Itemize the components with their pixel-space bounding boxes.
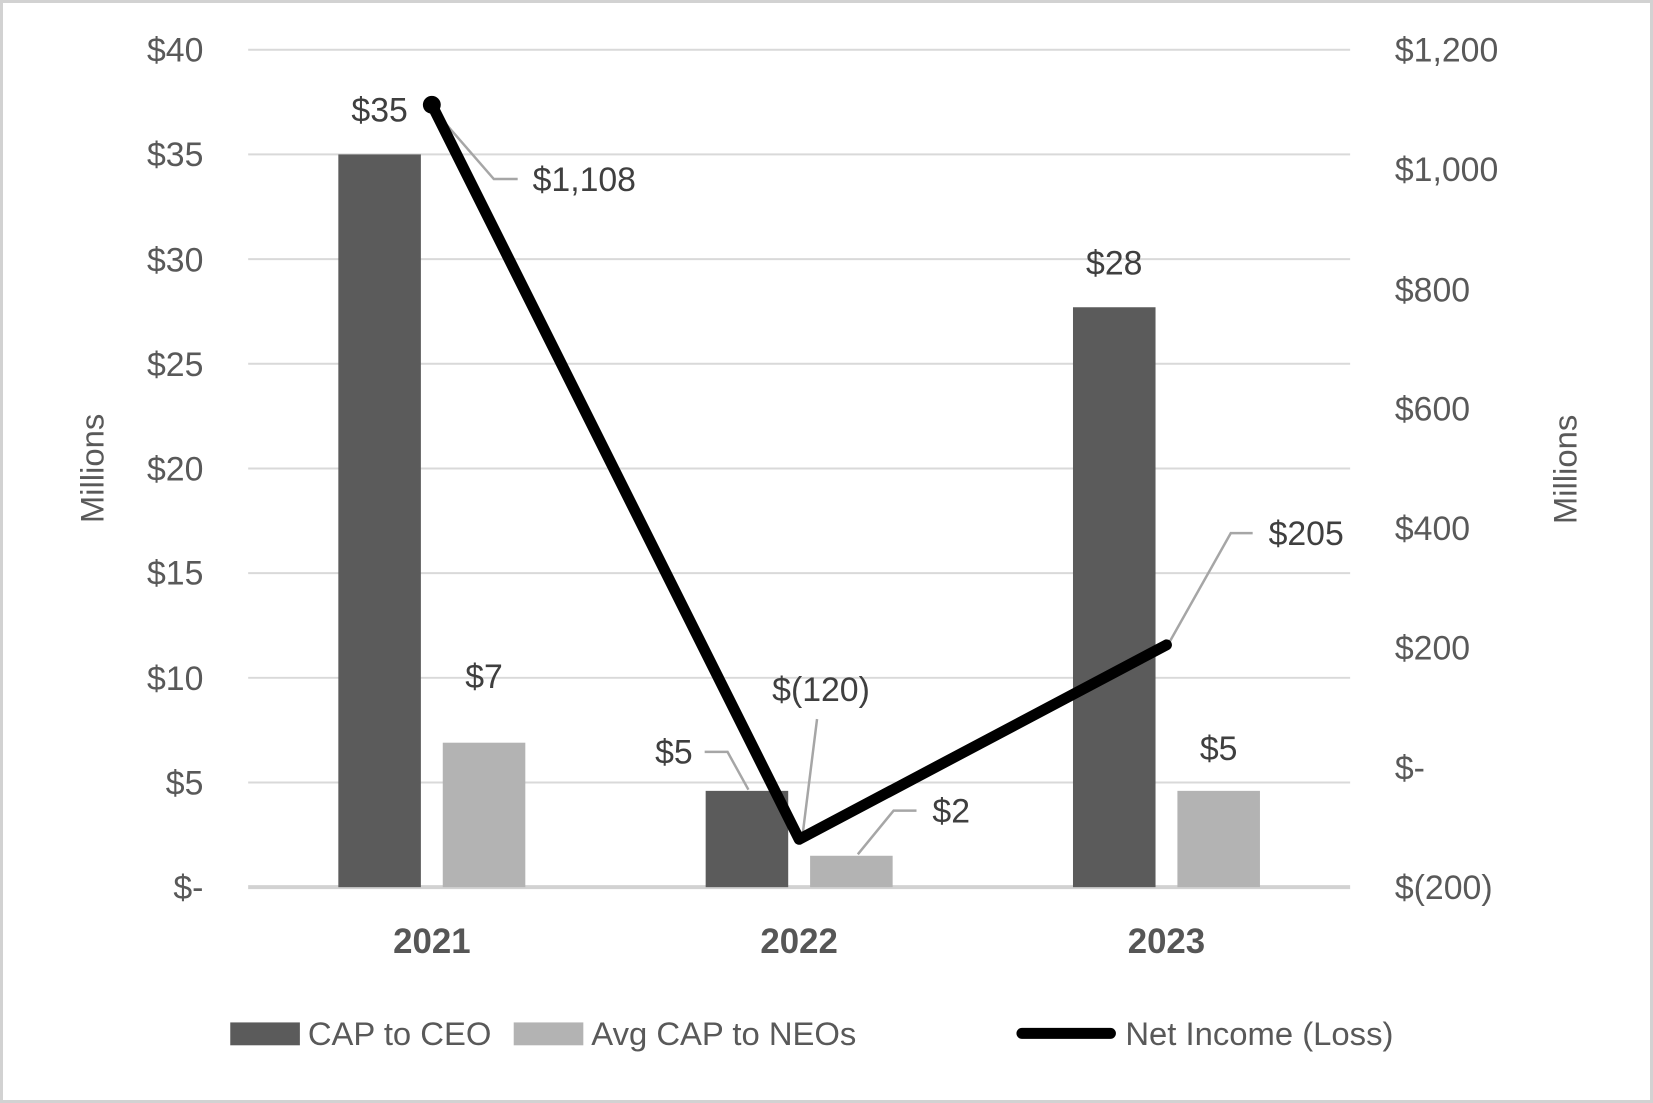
left-axis-tick-label: $20 [147, 450, 203, 488]
bar-cap-to-ceo-2021[interactable] [338, 154, 421, 888]
legend-label-cap-to-ceo: CAP to CEO [308, 1015, 492, 1052]
legend-item-avg-cap-to-neos[interactable]: Avg CAP to NEOs [513, 1015, 857, 1052]
bar-cap-to-ceo-2022[interactable] [705, 790, 789, 888]
leader-line [1167, 531, 1253, 646]
left-axis-tick-label: $15 [147, 555, 203, 593]
left-axis-tick-label: $30 [147, 241, 203, 279]
data-label-cap-to-ceo-2021: $35 [351, 92, 407, 130]
data-label-cap-to-ceo-2022: $5 [655, 734, 693, 772]
leader-line [704, 750, 750, 791]
line-start-marker [422, 95, 441, 114]
legend-swatch-cap-to-ceo [230, 1022, 300, 1046]
data-label-avg-cap-to-neos-2023: $5 [1200, 730, 1238, 768]
right-axis-tick-label: $(200) [1395, 869, 1493, 907]
legend-label-avg-cap-to-neos: Avg CAP to NEOs [591, 1015, 856, 1052]
bar-cap-to-ceo-2023[interactable] [1072, 307, 1156, 888]
legend: CAP to CEO Avg CAP to NEOs Net Income (L… [230, 1015, 1393, 1052]
data-label-net-income-loss-2022: $(120) [772, 671, 870, 709]
category-label-2022: 2022 [760, 922, 837, 961]
right-axis: $(200) $- $200 $400 $600 $800 $1,000 $1,… [1395, 32, 1584, 907]
right-axis-tick-label: $800 [1395, 271, 1470, 309]
category-label-2021: 2021 [393, 922, 470, 961]
left-axis-tick-label: $25 [147, 346, 203, 384]
data-label-avg-cap-to-neos-2021: $7 [465, 658, 503, 696]
legend-label-net-income-loss: Net Income (Loss) [1125, 1015, 1393, 1052]
right-axis-tick-label: $1,000 [1395, 151, 1498, 189]
left-axis-tick-label: $- [173, 869, 203, 907]
leader-line [856, 809, 917, 856]
data-label-net-income-loss-2023: $205 [1269, 515, 1344, 553]
left-axis-tick-label: $40 [147, 32, 203, 70]
right-axis-tick-label: $1,200 [1395, 32, 1498, 70]
left-axis-tick-label: $5 [166, 765, 204, 803]
data-label-net-income-loss-2021: $1,108 [533, 161, 636, 199]
net-income-loss-line[interactable] [426, 99, 1172, 845]
category-label-2023: 2023 [1128, 922, 1205, 961]
right-axis-tick-label: $- [1395, 750, 1425, 788]
right-axis-tick-label: $400 [1395, 510, 1470, 548]
right-axis-tick-label: $200 [1395, 629, 1470, 667]
data-label-cap-to-ceo-2023: $28 [1086, 244, 1142, 282]
legend-item-cap-to-ceo[interactable]: CAP to CEO [230, 1015, 491, 1052]
left-axis: $- $5 $10 $15 $20 $25 $30 $35 $40 Millio… [74, 32, 204, 907]
bar-avg-cap-to-neos-2021[interactable] [442, 742, 526, 888]
left-axis-tick-label: $35 [147, 136, 203, 174]
right-axis-tick-label: $600 [1395, 391, 1470, 429]
leader-line [800, 718, 819, 839]
bar-avg-cap-to-neos-2023[interactable] [1177, 790, 1260, 888]
pay-vs-performance-chart[interactable]: $35 $5 $28 $7 $2 $5 $1,108 $(120) $205 $- $5 $10… [3, 3, 1650, 1100]
leader-line [433, 109, 518, 181]
data-label-avg-cap-to-neos-2022: $2 [932, 792, 970, 830]
legend-swatch-avg-cap-to-neos [513, 1022, 584, 1046]
bar-avg-cap-to-neos-2022[interactable] [810, 855, 893, 888]
right-axis-title: Millions [1546, 415, 1583, 524]
left-axis-title: Millions [74, 414, 111, 523]
left-axis-tick-label: $10 [147, 660, 203, 698]
x-axis: 2021 2022 2023 [393, 922, 1205, 961]
legend-item-net-income-loss[interactable]: Net Income (Loss) [1016, 1015, 1393, 1052]
